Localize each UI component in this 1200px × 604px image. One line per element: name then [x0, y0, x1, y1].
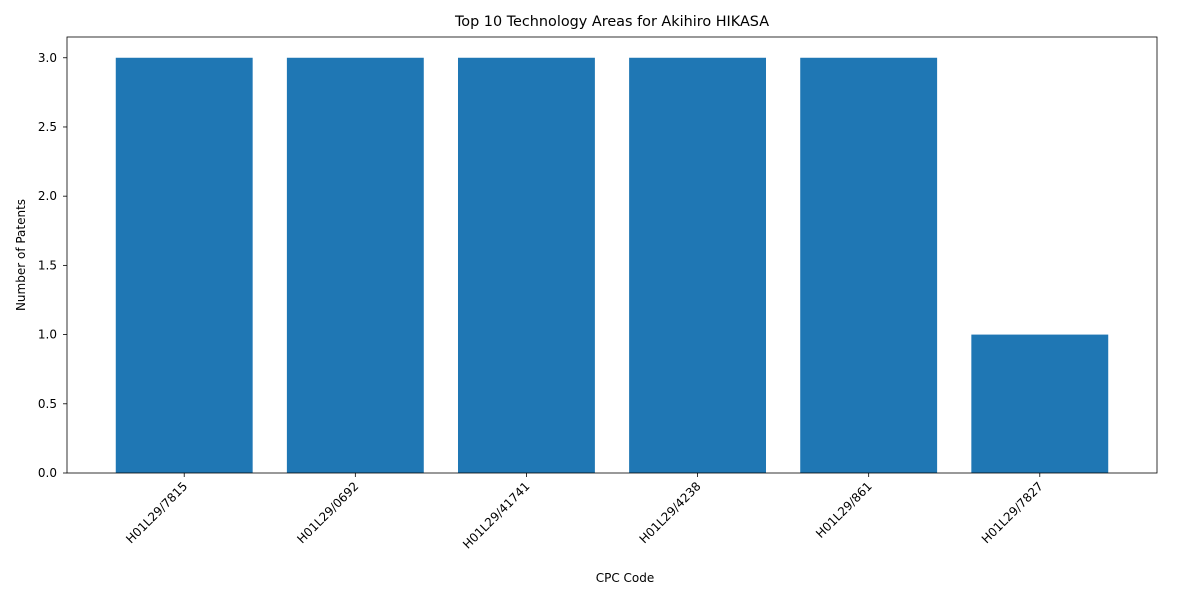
bar — [971, 335, 1108, 473]
y-tick-label: 0.0 — [38, 466, 57, 480]
chart: Top 10 Technology Areas for Akihiro HIKA… — [0, 0, 1200, 600]
bar — [800, 58, 937, 473]
bar — [458, 58, 595, 473]
y-tick-label: 0.5 — [38, 397, 57, 411]
y-axis-label: Number of Patents — [14, 199, 28, 311]
y-tick-label: 2.0 — [38, 189, 57, 203]
y-tick-label: 1.0 — [38, 328, 57, 342]
x-axis-label: CPC Code — [596, 571, 655, 585]
chart-title: Top 10 Technology Areas for Akihiro HIKA… — [454, 14, 769, 30]
y-tick-label: 3.0 — [38, 51, 57, 65]
y-tick-label: 2.5 — [38, 120, 57, 134]
y-tick-label: 1.5 — [38, 258, 57, 272]
bar — [629, 58, 766, 473]
bar — [116, 58, 253, 473]
bar — [287, 58, 424, 473]
